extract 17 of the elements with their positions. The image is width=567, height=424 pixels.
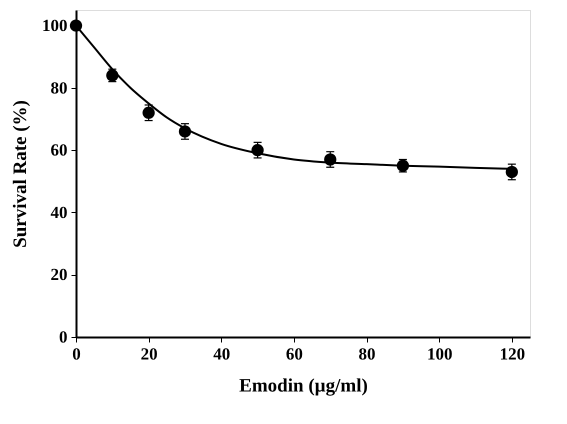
- y-tick-label: 80: [50, 78, 68, 98]
- y-tick-label: 100: [42, 16, 68, 36]
- x-tick-label: 20: [140, 344, 158, 364]
- y-tick-label: 60: [50, 140, 68, 160]
- x-tick-label: 60: [286, 344, 303, 364]
- x-tick-label: 0: [72, 344, 81, 364]
- x-tick-label: 100: [426, 344, 452, 364]
- y-tick-label: 0: [59, 328, 68, 346]
- y-tick-label: 20: [50, 265, 68, 284]
- x-tick-label: 120: [500, 344, 526, 364]
- y-axis-title: Survival Rate (%): [10, 100, 31, 248]
- point: [70, 19, 82, 32]
- x-axis-title: Emodin (µg/ml): [239, 376, 368, 396]
- x-tick-label: 40: [213, 344, 230, 364]
- y-tick-label: 40: [50, 202, 68, 222]
- point: [142, 106, 155, 119]
- x-tick-label: 80: [358, 344, 376, 364]
